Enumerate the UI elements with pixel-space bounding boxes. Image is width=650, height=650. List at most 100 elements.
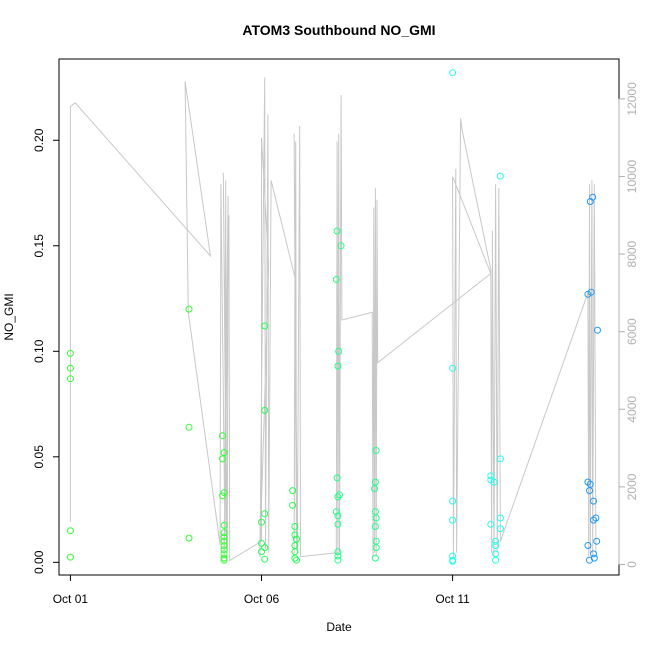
data-point — [261, 510, 269, 518]
data-point — [185, 423, 193, 431]
data-point — [334, 520, 342, 528]
data-point — [372, 544, 380, 552]
data-point — [332, 508, 340, 516]
x-tick-label: Oct 01 — [53, 592, 89, 606]
y2-tick-label: 6000 — [625, 318, 639, 345]
data-point — [66, 375, 74, 383]
y-tick-label: 0.15 — [32, 234, 46, 258]
series-4 — [449, 69, 504, 565]
data-point — [334, 552, 342, 560]
data-point — [291, 531, 299, 539]
data-point — [220, 546, 228, 554]
altitude-trace — [69, 77, 597, 562]
data-point — [219, 432, 226, 440]
data-point — [291, 523, 299, 530]
data-point — [293, 535, 300, 543]
data-point — [496, 172, 504, 180]
data-point — [590, 516, 597, 524]
data-point — [66, 527, 74, 535]
data-point — [586, 198, 594, 205]
data-point — [490, 478, 498, 486]
y-axis-right: 0 2000 4000 6000 8000 10000 12000 — [618, 82, 639, 568]
data-point — [487, 520, 495, 528]
data-points — [66, 69, 601, 565]
data-point — [220, 521, 228, 529]
data-point — [289, 501, 297, 509]
data-point — [584, 542, 592, 549]
data-point — [372, 447, 380, 454]
data-point — [584, 478, 592, 486]
data-point — [220, 556, 228, 564]
series-3 — [332, 227, 380, 564]
data-point — [66, 553, 74, 561]
data-point — [261, 406, 269, 414]
data-point — [371, 485, 379, 492]
data-point — [258, 548, 265, 556]
data-point — [334, 556, 342, 564]
data-point — [492, 542, 500, 549]
data-point — [584, 290, 592, 298]
data-point — [220, 554, 228, 562]
data-point — [332, 276, 340, 283]
data-point — [333, 227, 341, 235]
data-point — [334, 362, 342, 370]
data-point — [449, 557, 457, 565]
data-point — [335, 347, 343, 355]
data-point — [220, 533, 228, 541]
data-point — [185, 305, 193, 313]
data-point — [220, 537, 228, 545]
data-point — [334, 548, 342, 556]
data-point — [289, 487, 297, 495]
data-point — [496, 525, 504, 533]
y-tick-label: 0.20 — [32, 128, 46, 152]
data-point — [334, 493, 342, 501]
data-point — [371, 523, 379, 530]
x-axis: Oct 01 Oct 06 Oct 11 — [53, 574, 470, 606]
data-point — [261, 555, 269, 563]
data-point — [220, 529, 228, 537]
y2-tick-label: 2000 — [625, 473, 639, 500]
y2-tick-label: 0 — [625, 561, 639, 568]
y2-tick-label: 8000 — [625, 240, 639, 267]
data-point — [372, 514, 380, 522]
data-point — [185, 534, 193, 542]
y2-tick-label: 12000 — [625, 82, 639, 116]
chart-title: ATOM3 Southbound NO_GMI — [242, 22, 435, 38]
data-point — [492, 556, 500, 564]
x-tick-label: Oct 06 — [244, 592, 280, 606]
data-point — [449, 69, 457, 77]
data-point — [336, 491, 343, 499]
data-point — [220, 449, 228, 457]
data-point — [594, 326, 601, 334]
data-point — [586, 487, 593, 495]
data-point — [293, 556, 300, 564]
data-point — [258, 518, 265, 526]
data-point — [334, 512, 342, 520]
series-2 — [258, 322, 300, 564]
series-1 — [66, 305, 228, 564]
data-point — [496, 455, 504, 463]
data-point — [261, 322, 269, 330]
y-axis-title: NO_GMI — [2, 293, 16, 340]
data-point — [590, 497, 597, 505]
data-point — [496, 514, 504, 522]
data-point — [487, 472, 495, 480]
x-axis-title: Date — [326, 620, 352, 634]
data-point — [66, 349, 74, 357]
y-axis-left: 0.00 0.05 0.10 0.15 0.20 — [32, 128, 60, 574]
data-point — [593, 537, 601, 545]
data-point — [220, 489, 228, 497]
y-tick-label: 0.00 — [32, 550, 46, 574]
data-point — [371, 554, 379, 562]
data-point — [66, 364, 74, 372]
data-point — [492, 537, 500, 545]
series-5 — [584, 193, 601, 564]
y2-tick-label: 4000 — [625, 396, 639, 423]
data-point — [337, 242, 345, 250]
data-point — [333, 474, 341, 482]
data-point — [291, 554, 299, 562]
data-point — [219, 455, 226, 463]
y-tick-label: 0.05 — [32, 445, 46, 469]
y2-tick-label: 10000 — [625, 159, 639, 193]
x-tick-label: Oct 11 — [435, 592, 470, 606]
